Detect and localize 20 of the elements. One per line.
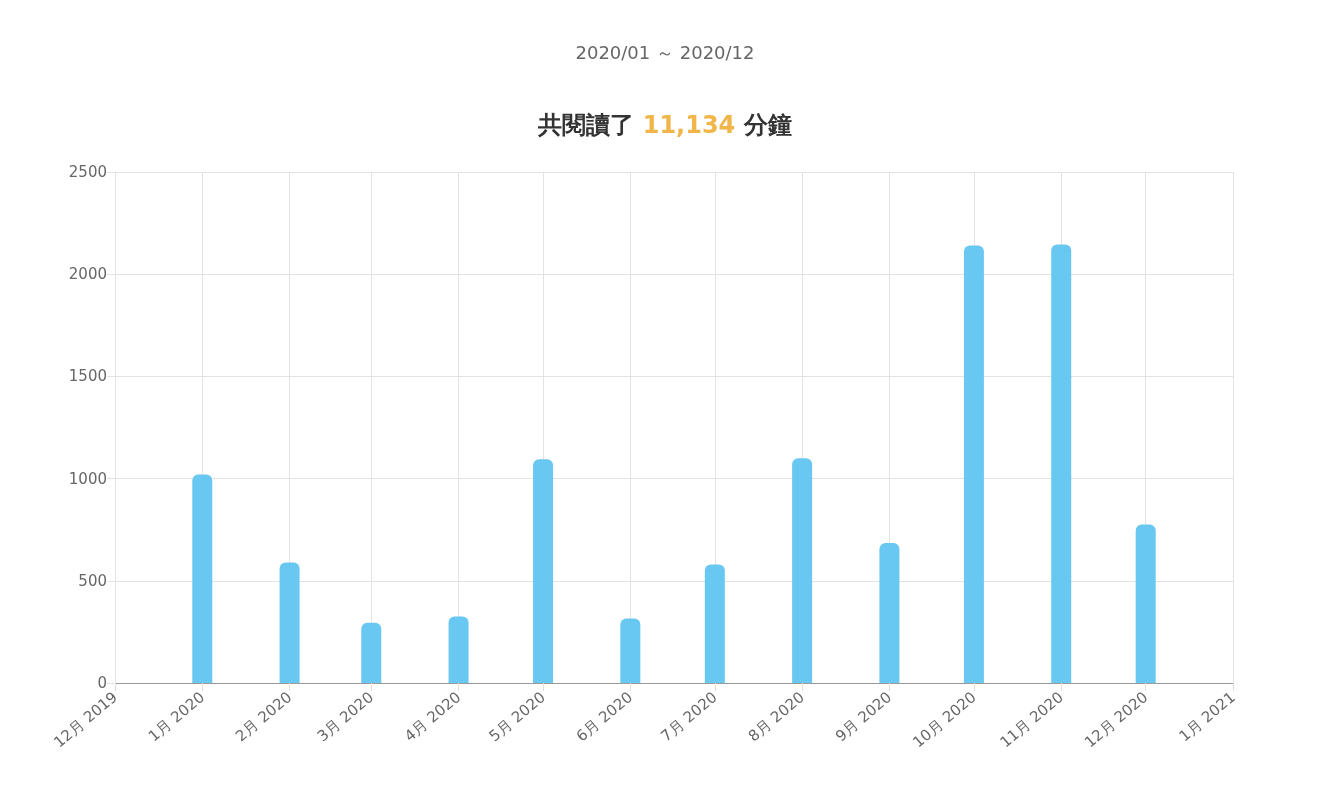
bar	[704, 564, 725, 683]
chart-title: 共閱讀了 11,134 分鐘	[537, 111, 792, 139]
bar	[879, 542, 900, 683]
bar	[963, 245, 984, 683]
bar	[448, 616, 469, 683]
bar	[361, 622, 382, 683]
y-tick-label: 2000	[68, 265, 107, 284]
y-tick-label: 500	[78, 571, 107, 590]
bar	[533, 459, 554, 683]
y-tick-label: 1000	[68, 469, 107, 488]
y-tick-label: 2500	[68, 163, 107, 181]
y-tick-label: 0	[97, 674, 107, 692]
bar	[1051, 244, 1072, 683]
bar	[192, 474, 213, 683]
bar	[620, 618, 641, 683]
chart-subtitle: 2020/01 ～ 2020/12	[575, 41, 755, 63]
y-tick-label: 1500	[68, 367, 107, 386]
bar	[1135, 524, 1156, 683]
bar	[279, 562, 300, 683]
bar	[792, 458, 813, 683]
